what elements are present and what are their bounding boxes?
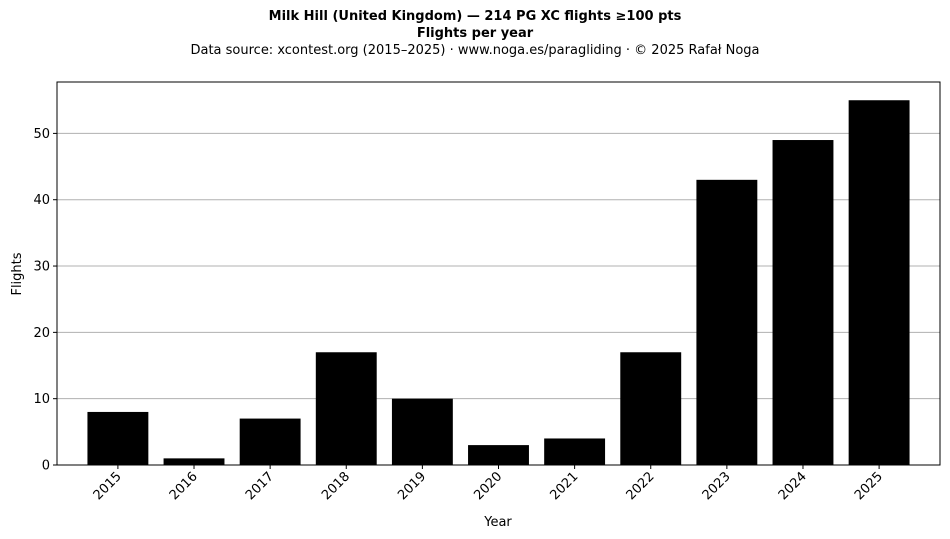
bar-2015 xyxy=(87,411,149,465)
y-axis: 0 10 20 30 40 50 xyxy=(33,127,57,474)
bar-2022 xyxy=(620,352,682,465)
x-tick-label: 2025 xyxy=(852,469,886,503)
bar-2017 xyxy=(239,418,301,465)
bar-2023 xyxy=(696,179,758,465)
bar-2019 xyxy=(391,398,453,465)
y-tick-label: 20 xyxy=(33,326,50,341)
bar-2018 xyxy=(315,352,377,465)
x-tick-label: 2018 xyxy=(319,469,353,503)
x-tick-label: 2019 xyxy=(395,469,429,503)
x-tick-label: 2023 xyxy=(700,469,734,503)
bar-2024 xyxy=(772,140,834,465)
bar-2020 xyxy=(468,445,529,465)
x-tick-label: 2017 xyxy=(243,469,277,503)
y-axis-label: Flights xyxy=(10,252,25,295)
bar-2016 xyxy=(163,458,225,465)
bars xyxy=(87,100,910,465)
x-tick-label: 2020 xyxy=(471,469,505,503)
bar-2021 xyxy=(544,438,606,465)
x-tick-label: 2021 xyxy=(547,469,581,503)
x-axis-label: Year xyxy=(483,515,512,530)
x-axis: 2015 2016 2017 2018 2019 2020 2021 2022 2023 2024… xyxy=(91,465,886,503)
y-tick-label: 0 xyxy=(42,459,50,474)
y-tick-label: 40 xyxy=(33,193,50,208)
x-tick-label: 2016 xyxy=(167,469,201,503)
x-tick-label: 2024 xyxy=(776,469,810,503)
title-block: Milk Hill (United Kingdom) — 214 PG XC f… xyxy=(0,8,950,59)
y-tick-label: 50 xyxy=(33,127,50,142)
y-tick-label: 10 xyxy=(33,392,50,407)
chart-title: Milk Hill (United Kingdom) — 214 PG XC f… xyxy=(268,9,682,24)
y-tick-label: 30 xyxy=(33,260,50,275)
x-tick-label: 2022 xyxy=(624,469,658,503)
x-tick-label: 2015 xyxy=(91,469,125,503)
chart-subtitle: Flights per year xyxy=(416,26,534,41)
bar-2025 xyxy=(848,100,910,465)
chart-source-line: Data source: xcontest.org (2015–2025) · … xyxy=(190,43,760,58)
